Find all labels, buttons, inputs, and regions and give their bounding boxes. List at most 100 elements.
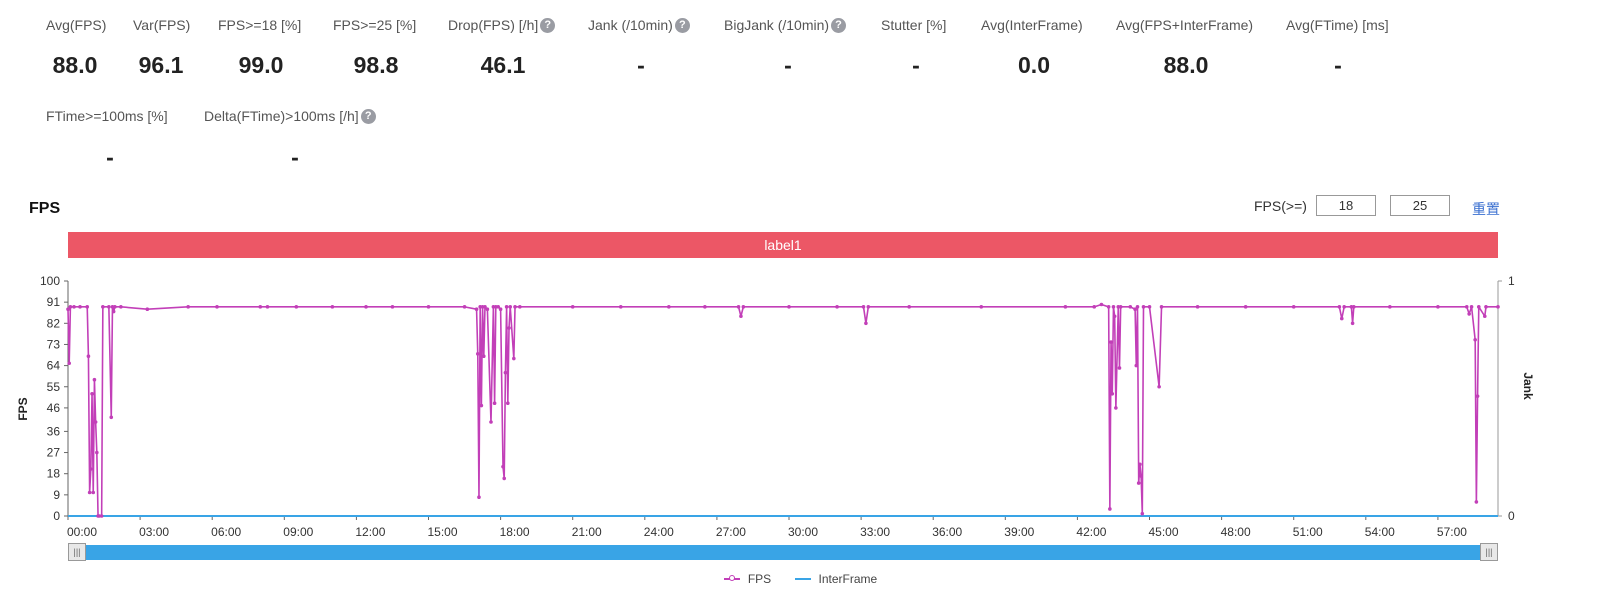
fps-data-point — [95, 450, 99, 455]
y-tick-label: 46 — [47, 401, 61, 415]
fps-data-point — [861, 305, 866, 309]
y-tick-label: 18 — [47, 467, 61, 481]
legend-swatch-interframe — [794, 578, 811, 580]
fps-data-point — [1110, 392, 1115, 396]
fps-data-point — [364, 305, 368, 309]
fps-data-point — [496, 305, 501, 309]
fps-data-point — [741, 305, 746, 309]
fps-data-point — [1473, 337, 1477, 342]
stat-value: - — [1334, 52, 1342, 78]
fps-data-point — [390, 305, 395, 309]
fps-data-point — [113, 305, 117, 309]
fps-data-point — [90, 392, 94, 396]
x-tick-label: 42:00 — [1076, 525, 1106, 539]
fps-data-point — [87, 490, 92, 495]
stat-label: Stutter [%] — [881, 17, 946, 33]
stat-value: 46.1 — [480, 52, 526, 78]
fps-data-point — [492, 401, 497, 406]
fps-data-point — [330, 305, 335, 309]
x-tick-label: 27:00 — [716, 525, 746, 539]
fps-data-point — [1464, 305, 1469, 309]
fps-data-point — [265, 305, 270, 309]
fps-data-point — [504, 305, 509, 309]
fps-threshold-high-input[interactable] — [1390, 195, 1450, 216]
fps-threshold-label: FPS(>=) — [1254, 198, 1307, 214]
stat-value: 0.0 — [1018, 52, 1050, 78]
x-tick-label: 36:00 — [932, 525, 962, 539]
stat-label: Avg(FPS) — [46, 17, 106, 33]
stat-label: Avg(InterFrame) — [981, 17, 1083, 33]
y2-tick-label: 1 — [1508, 274, 1515, 288]
fps-data-point — [72, 305, 76, 309]
question-circle-icon[interactable]: ? — [674, 17, 690, 33]
fps-data-point — [426, 305, 431, 309]
fps-data-point — [506, 401, 510, 406]
stat-label: FPS>=25 [%] — [333, 17, 416, 33]
x-tick-label: 15:00 — [427, 525, 457, 539]
fps-data-point — [513, 305, 517, 309]
legend-item-fps[interactable]: FPS — [723, 572, 771, 586]
fps-data-point — [1436, 305, 1440, 309]
stat-value: 98.8 — [353, 52, 399, 78]
fps-data-point — [1475, 394, 1480, 398]
fps-data-point — [215, 305, 219, 309]
x-tick-label: 45:00 — [1148, 525, 1178, 539]
fps-data-point — [1136, 481, 1141, 485]
slider-handle-right[interactable]: ||| — [1480, 543, 1498, 561]
fps-data-point — [93, 420, 98, 424]
fps-data-point — [866, 305, 871, 309]
stat-label-text: Avg(FTime) [ms] — [1286, 17, 1389, 33]
fps-threshold-low-input[interactable] — [1316, 195, 1376, 216]
series-line-fps — [67, 303, 1498, 517]
slider-handle-left[interactable]: ||| — [68, 543, 86, 561]
fps-data-point — [485, 307, 490, 312]
x-tick-label: 24:00 — [644, 525, 674, 539]
y-tick-label: 82 — [47, 316, 61, 330]
fps-data-point — [78, 305, 82, 309]
fps-data-point — [512, 356, 516, 361]
fps-data-point — [109, 415, 114, 420]
x-tick-label: 09:00 — [283, 525, 313, 539]
stat-label: Avg(FPS+InterFrame) — [1116, 17, 1253, 33]
reset-button[interactable]: 重置 — [1472, 201, 1500, 217]
stat-label-text: Delta(FTime)>100ms [/h] — [204, 108, 359, 124]
stat-label-text: Avg(InterFrame) — [981, 17, 1083, 33]
fps-data-point — [479, 403, 484, 408]
question-circle-icon[interactable]: ? — [360, 108, 376, 124]
time-range-slider[interactable] — [68, 545, 1498, 560]
fps-data-point — [1496, 305, 1500, 309]
stat-label-text: FPS>=18 [%] — [218, 17, 302, 33]
x-tick-label: 06:00 — [211, 525, 241, 539]
fps-data-point — [503, 370, 508, 375]
y-tick-label: 100 — [40, 274, 60, 288]
fps-data-point — [864, 321, 868, 326]
fps-data-point — [667, 305, 671, 309]
stat-label-text: Drop(FPS) [/h] — [448, 17, 539, 33]
fps-data-point — [475, 352, 480, 356]
fps-data-point — [89, 467, 93, 471]
fps-data-point — [979, 305, 984, 309]
question-circle-icon[interactable]: ? — [540, 17, 556, 33]
fps-data-point — [507, 326, 511, 330]
fps-data-point — [1467, 312, 1471, 316]
stat-label: BigJank (/10min)? — [724, 17, 847, 33]
fps-data-point — [1469, 305, 1474, 309]
fps-data-point — [1108, 507, 1112, 511]
y-tick-label: 0 — [53, 509, 60, 523]
x-tick-label: 30:00 — [788, 525, 818, 539]
legend-item-interframe[interactable]: InterFrame — [794, 572, 877, 586]
stat-value: - — [291, 144, 299, 170]
fps-data-point — [68, 305, 73, 309]
fps-data-point — [101, 305, 105, 309]
fps-data-point — [1147, 305, 1152, 309]
stat-label-text: BigJank (/10min) — [724, 17, 830, 33]
fps-data-point — [107, 305, 111, 309]
x-tick-label: 48:00 — [1221, 525, 1251, 539]
label-bar[interactable]: label1 — [68, 232, 1498, 258]
question-circle-icon[interactable]: ? — [831, 17, 847, 33]
fps-data-point — [1117, 366, 1122, 370]
fps-data-point — [1484, 305, 1488, 309]
fps-data-point — [66, 307, 70, 312]
fps-chart[interactable]: 0 9 18 27 36 46 55 64 73 82 91 100 0 1 00:00 03:00 06:00… — [0, 0, 1601, 545]
chart-legend: FPS InterFrame — [0, 569, 1601, 586]
